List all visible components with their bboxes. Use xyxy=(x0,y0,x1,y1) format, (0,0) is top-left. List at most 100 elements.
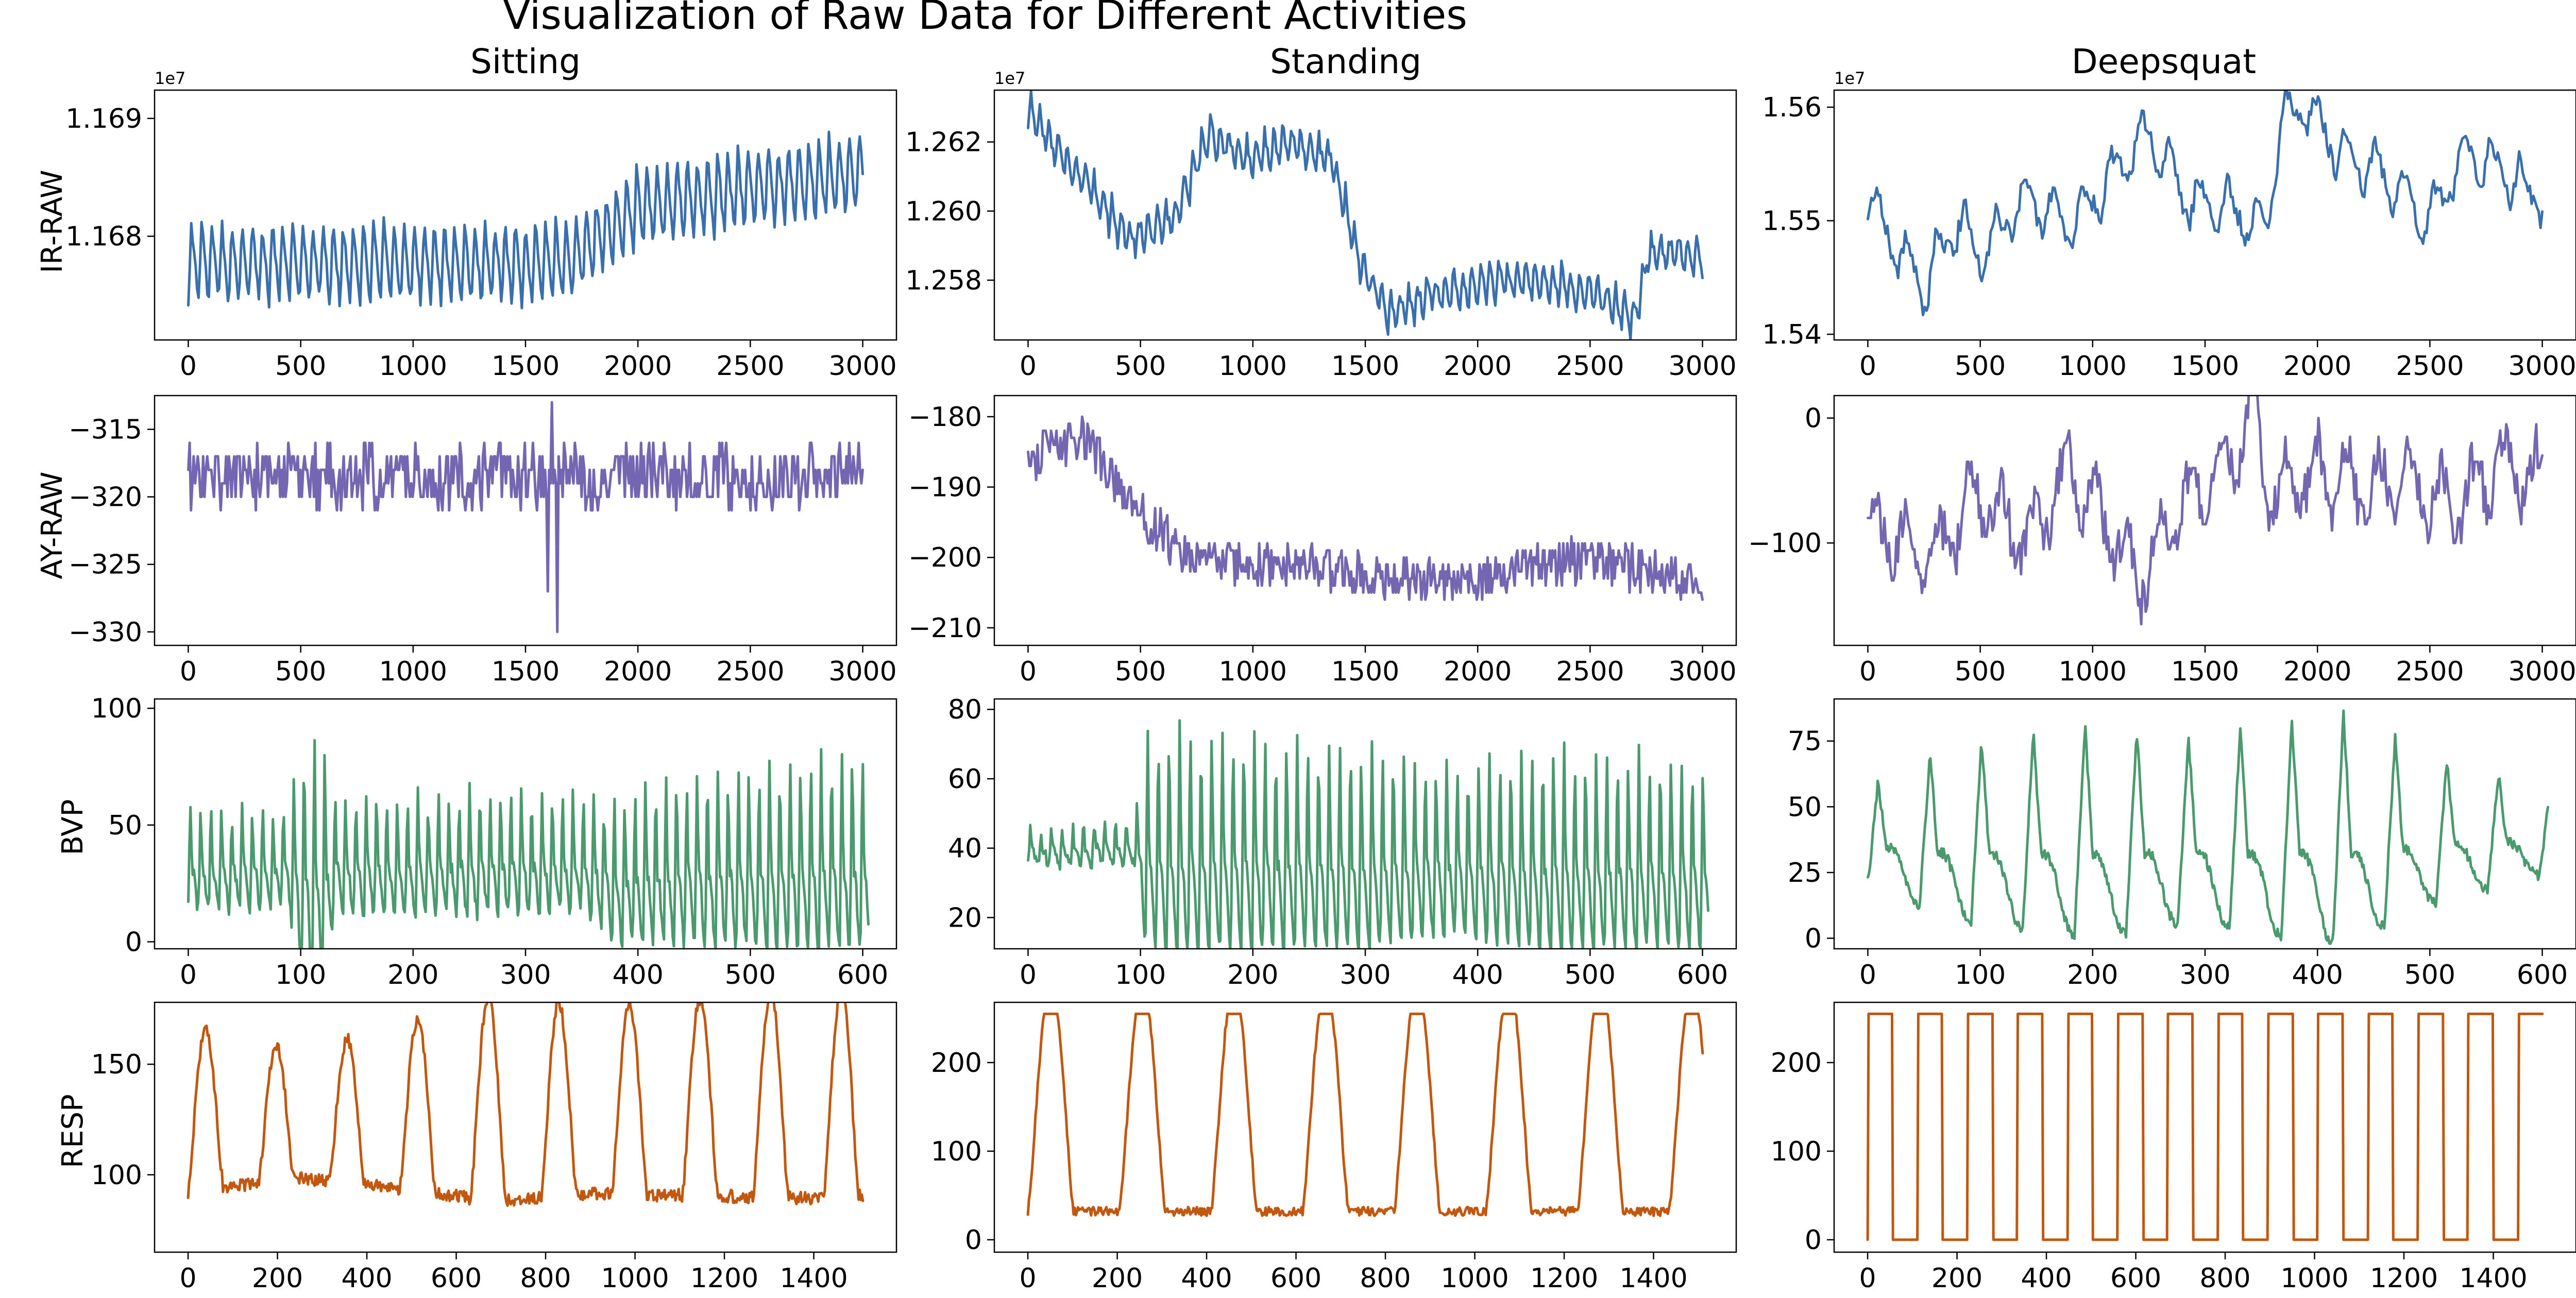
x-tick-label: 0 xyxy=(1020,1263,1037,1294)
offset-text-sitting-ir-raw: 1e7 xyxy=(155,69,185,88)
y-tick-label: −330 xyxy=(69,617,142,648)
y-tick-label: 1.262 xyxy=(905,127,982,158)
subplot-standing-resp: 0 200 400 600 800 1000 1200 1400 0 100 200 xyxy=(931,1001,1737,1294)
y-tick-label: −315 xyxy=(69,415,142,446)
column-title-sitting: Sitting xyxy=(470,42,581,81)
x-tick-label: 2000 xyxy=(2283,351,2351,382)
y-tick-label: 75 xyxy=(1788,726,1822,757)
x-tick-label: 1400 xyxy=(2459,1263,2527,1294)
x-tick-label: 0 xyxy=(180,351,197,382)
y-tick-label: 100 xyxy=(91,1160,142,1191)
y-tick-label: 150 xyxy=(91,1049,142,1080)
series-line-deepsquat-resp xyxy=(1866,1012,2544,1241)
y-tick-label: 1.54 xyxy=(1762,319,1822,350)
y-tick-label: 1.169 xyxy=(65,104,142,134)
figure-title: Visualization of Raw Data for Different … xyxy=(503,0,1467,39)
x-tick-label: 200 xyxy=(1227,960,1278,990)
x-tick-label: 1000 xyxy=(2059,351,2127,382)
x-tick-label: 500 xyxy=(1115,351,1166,382)
column-title-standing: Standing xyxy=(1270,42,1421,81)
y-tick-label: −100 xyxy=(1748,528,1822,559)
x-tick-label: 400 xyxy=(2292,960,2343,990)
y-tick-label: −210 xyxy=(908,613,982,644)
y-tick-label: −180 xyxy=(908,402,982,433)
x-tick-label: 400 xyxy=(613,960,664,990)
x-tick-label: 1000 xyxy=(2280,1263,2348,1294)
x-tick-label: 600 xyxy=(837,960,888,990)
y-tick-label: 100 xyxy=(1771,1136,1822,1167)
x-tick-label: 500 xyxy=(1955,351,2006,382)
subplot-standing-bvp: 0 100 200 300 400 500 600 20 40 60 80 xyxy=(948,694,1737,990)
x-tick-label: 3000 xyxy=(2508,351,2576,382)
x-tick-label: 1400 xyxy=(1619,1263,1687,1294)
y-tick-label: 0 xyxy=(1805,403,1822,434)
x-tick-label: 3000 xyxy=(1668,351,1736,382)
y-tick-label: −320 xyxy=(69,482,142,513)
series-line-deepsquat-ir-raw xyxy=(1867,90,2544,316)
series-line-sitting-ay-raw xyxy=(187,401,864,634)
offset-text-deepsquat-ir-raw: 1e7 xyxy=(1834,69,1865,88)
series-line-standing-bvp xyxy=(1027,719,1709,949)
x-tick-label: 500 xyxy=(2404,960,2455,990)
x-tick-label: 2500 xyxy=(1556,656,1624,687)
row-label-ir-raw: IR-RAW xyxy=(36,170,69,274)
row-label-resp: RESP xyxy=(56,1094,90,1168)
x-tick-label: 3000 xyxy=(828,656,896,687)
x-tick-label: 1200 xyxy=(1530,1263,1598,1294)
y-tick-label: 200 xyxy=(1771,1048,1822,1079)
y-tick-label: 200 xyxy=(931,1048,982,1079)
x-tick-label: 1000 xyxy=(1219,656,1287,687)
x-tick-label: 3000 xyxy=(828,351,896,382)
x-tick-label: 1500 xyxy=(492,351,560,382)
x-tick-label: 600 xyxy=(2517,960,2568,990)
y-tick-label: 100 xyxy=(91,693,142,724)
x-tick-label: 200 xyxy=(1092,1263,1143,1294)
subplot-deepsquat-bvp: 0 100 200 300 400 500 600 0 25 50 75 xyxy=(1788,698,2576,990)
y-tick-label: 0 xyxy=(125,927,142,958)
x-tick-label: 100 xyxy=(275,960,326,990)
y-tick-label: 50 xyxy=(108,810,142,841)
x-tick-label: 2500 xyxy=(716,351,784,382)
y-tick-label: 0 xyxy=(965,1225,982,1256)
x-tick-label: 1500 xyxy=(2171,656,2239,687)
x-tick-label: 0 xyxy=(1859,1263,1876,1294)
x-tick-label: 2500 xyxy=(716,656,784,687)
y-tick-label: 40 xyxy=(948,833,982,864)
x-tick-label: 1000 xyxy=(379,351,447,382)
series-line-deepsquat-ay-raw xyxy=(1867,396,2544,626)
subplot-deepsquat-ay-raw: 0 500 1000 1500 2000 2500 3000 −100 0 xyxy=(1748,395,2576,687)
axes-frame-deepsquat-resp xyxy=(1833,1001,2576,1253)
x-tick-label: 0 xyxy=(1020,656,1037,687)
y-tick-label: 1.55 xyxy=(1762,206,1822,237)
x-tick-label: 100 xyxy=(1115,960,1166,990)
y-tick-label: 1.168 xyxy=(65,221,142,252)
y-tick-label: 1.260 xyxy=(905,196,982,227)
x-tick-label: 200 xyxy=(387,960,438,990)
x-tick-label: 2000 xyxy=(1444,351,1512,382)
x-tick-label: 200 xyxy=(2067,960,2118,990)
x-tick-label: 1000 xyxy=(601,1263,669,1294)
x-tick-label: 2000 xyxy=(604,656,672,687)
subplot-sitting-ir-raw: 0 500 1000 1500 2000 2500 3000 1.168 1.169 1e7 xyxy=(65,69,897,382)
x-tick-label: 3000 xyxy=(1668,656,1736,687)
x-tick-label: 0 xyxy=(1859,351,1876,382)
y-tick-label: 60 xyxy=(948,764,982,795)
offset-text-standing-ir-raw: 1e7 xyxy=(994,69,1025,88)
x-tick-label: 300 xyxy=(1340,960,1391,990)
subplot-standing-ay-raw: 0 500 1000 1500 2000 2500 3000 −210 −200 −190 −180 xyxy=(908,395,1737,687)
row-label-ay-raw: AY-RAW xyxy=(36,472,69,579)
x-tick-label: 600 xyxy=(1270,1263,1321,1294)
y-tick-label: 80 xyxy=(948,694,982,725)
x-tick-label: 1500 xyxy=(1331,656,1399,687)
x-tick-label: 800 xyxy=(520,1263,571,1294)
subplot-deepsquat-ir-raw: 0 500 1000 1500 2000 2500 3000 1.54 1.55 1.56 1e7 xyxy=(1762,69,2576,382)
subplot-sitting-bvp: 0 100 200 300 400 500 600 0 50 100 xyxy=(91,693,897,990)
x-tick-label: 400 xyxy=(1181,1263,1232,1294)
y-tick-label: 100 xyxy=(931,1136,982,1167)
y-tick-label: 25 xyxy=(1788,858,1822,889)
x-tick-label: 400 xyxy=(341,1263,392,1294)
x-tick-label: 500 xyxy=(275,351,326,382)
x-tick-label: 1200 xyxy=(690,1263,758,1294)
